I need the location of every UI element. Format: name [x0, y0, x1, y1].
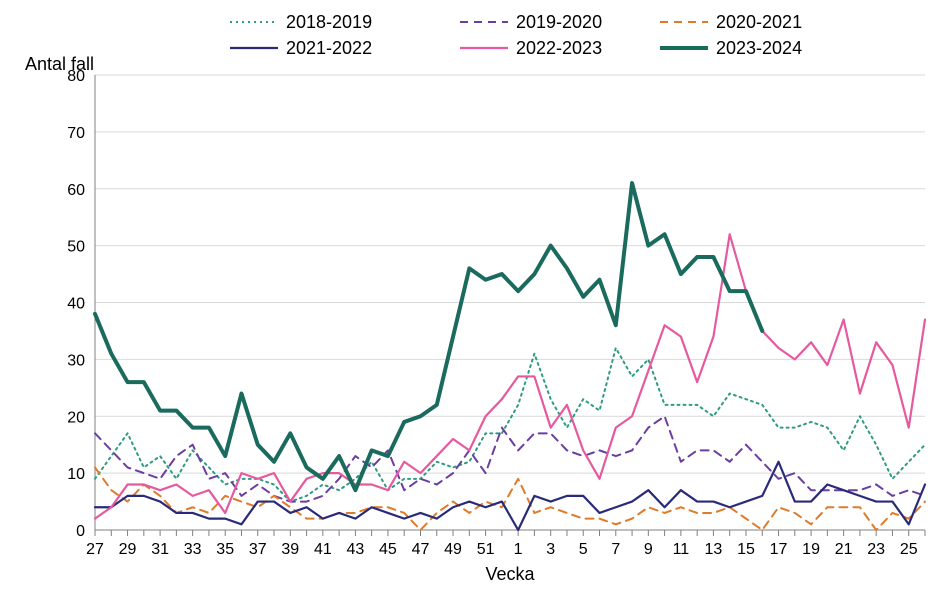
x-tick-label: 39: [281, 541, 299, 558]
x-tick-label: 15: [737, 541, 755, 558]
x-tick-label: 1: [514, 541, 523, 558]
x-tick-label: 47: [412, 541, 430, 558]
x-tick-label: 19: [802, 541, 820, 558]
x-tick-label: 45: [379, 541, 397, 558]
x-tick-label: 35: [216, 541, 234, 558]
y-tick-label: 0: [76, 523, 85, 540]
y-tick-label: 20: [67, 409, 85, 426]
legend-label: 2023-2024: [716, 38, 802, 58]
x-tick-label: 33: [184, 541, 202, 558]
x-tick-label: 43: [346, 541, 364, 558]
y-tick-label: 50: [67, 239, 85, 256]
y-tick-label: 60: [67, 182, 85, 199]
y-tick-label: 40: [67, 296, 85, 313]
y-axis-title: Antal fall: [25, 54, 94, 74]
x-tick-label: 21: [835, 541, 853, 558]
x-tick-label: 11: [673, 541, 690, 558]
x-tick-label: 51: [477, 541, 495, 558]
legend-label: 2019-2020: [516, 12, 602, 32]
x-axis-title: Vecka: [485, 564, 535, 584]
x-tick-label: 27: [86, 541, 104, 558]
y-tick-label: 30: [67, 352, 85, 369]
y-tick-label: 70: [67, 125, 85, 142]
x-tick-label: 17: [770, 541, 788, 558]
x-tick-label: 31: [151, 541, 169, 558]
x-tick-label: 5: [579, 541, 588, 558]
y-tick-label: 10: [67, 466, 85, 483]
chart-container: 01020304050607080Antal fall2729313335373…: [0, 0, 945, 591]
x-tick-label: 29: [119, 541, 137, 558]
x-tick-label: 13: [705, 541, 723, 558]
x-tick-label: 25: [900, 541, 918, 558]
legend-label: 2020-2021: [716, 12, 802, 32]
x-tick-label: 7: [611, 541, 620, 558]
line-chart: 01020304050607080Antal fall2729313335373…: [0, 0, 945, 591]
x-tick-label: 9: [644, 541, 653, 558]
legend-label: 2018-2019: [286, 12, 372, 32]
x-tick-label: 23: [867, 541, 885, 558]
x-tick-label: 41: [314, 541, 332, 558]
legend-label: 2021-2022: [286, 38, 372, 58]
x-tick-label: 49: [444, 541, 462, 558]
x-tick-label: 3: [546, 541, 555, 558]
legend-label: 2022-2023: [516, 38, 602, 58]
x-tick-label: 37: [249, 541, 267, 558]
